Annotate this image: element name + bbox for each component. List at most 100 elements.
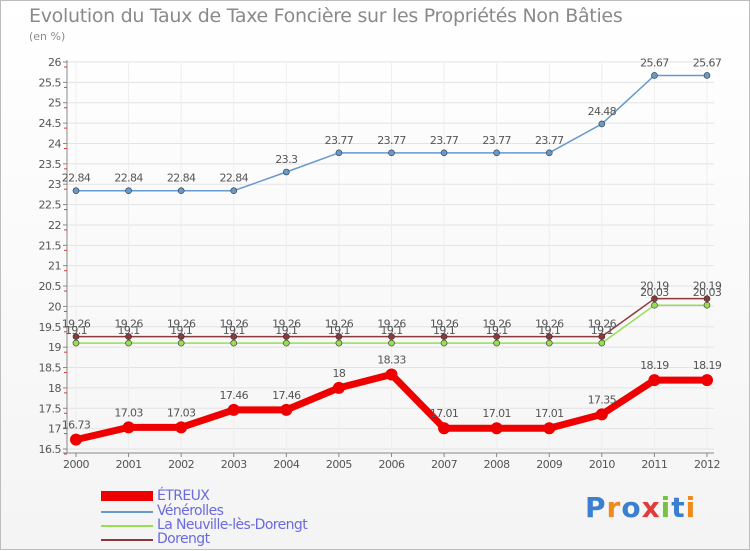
data-label-venerolles: 22.84 [62, 172, 91, 185]
legend-swatch-la-neuville [101, 525, 153, 527]
x-tick-label: 2008 [484, 458, 510, 471]
data-label-la-neuville-les-dorengt: 19.1 [538, 324, 560, 337]
data-point-etreux [385, 368, 398, 381]
data-point-la-neuville-les-dorengt [493, 339, 500, 347]
data-point-dorengt [72, 333, 80, 340]
data-point-la-neuville-les-dorengt [388, 339, 395, 347]
x-tick-label: 2010 [589, 458, 615, 471]
data-point-dorengt [388, 333, 395, 340]
legend-swatch-etreux [101, 491, 153, 501]
data-label-dorengt: 19.26 [62, 318, 91, 331]
y-tick-label: 21 [48, 260, 61, 273]
data-label-etreux: 17.01 [430, 407, 459, 420]
y-tick-label: 20.5 [39, 280, 62, 293]
y-tick-label: 22 [48, 219, 61, 232]
data-point-la-neuville-les-dorengt [440, 339, 448, 347]
data-label-la-neuville-les-dorengt: 19.1 [328, 324, 350, 337]
y-tick-label: 24.5 [39, 117, 62, 130]
data-point-venerolles [388, 149, 395, 157]
proxiti-logo: Proxiti [585, 491, 696, 524]
legend-label-venerolles: Vénérolles [157, 503, 224, 519]
x-tick-label: 2007 [431, 458, 457, 471]
data-point-venerolles [493, 149, 500, 157]
logo-letter: i [685, 491, 697, 524]
data-point-dorengt [703, 295, 711, 302]
legend-swatch-dorengt [101, 539, 153, 541]
data-label-dorengt: 19.26 [535, 318, 564, 331]
data-point-la-neuville-les-dorengt [72, 339, 80, 347]
data-point-la-neuville-les-dorengt [703, 301, 711, 309]
data-label-venerolles: 23.77 [482, 134, 511, 147]
data-label-dorengt: 19.26 [272, 318, 301, 331]
data-point-la-neuville-les-dorengt [598, 339, 606, 347]
y-tick-label: 16.5 [39, 443, 62, 456]
data-label-dorengt: 19.26 [430, 318, 459, 331]
data-point-etreux [70, 433, 82, 446]
data-point-etreux [438, 422, 451, 435]
data-label-la-neuville-les-dorengt: 19.1 [170, 324, 192, 337]
data-label-venerolles: 22.84 [114, 172, 143, 185]
data-point-venerolles [177, 187, 185, 195]
data-point-venerolles [598, 120, 606, 128]
data-label-venerolles: 25.67 [693, 56, 722, 69]
data-label-dorengt: 20.19 [693, 280, 722, 293]
data-label-venerolles: 23.77 [430, 134, 459, 147]
data-label-la-neuville-les-dorengt: 19.1 [433, 324, 455, 337]
data-point-venerolles [125, 187, 132, 195]
data-label-etreux: 17.01 [535, 407, 564, 420]
data-point-etreux [648, 374, 661, 387]
data-point-dorengt [283, 333, 290, 340]
data-label-venerolles: 25.67 [640, 56, 669, 69]
y-tick-label: 18.5 [39, 362, 62, 375]
y-tick-label: 17.5 [39, 402, 62, 415]
y-tick-label: 23.5 [39, 158, 62, 171]
data-point-dorengt [440, 333, 448, 340]
legend-label-etreux: ÉTREUX [157, 488, 210, 504]
data-point-la-neuville-les-dorengt [283, 339, 290, 347]
x-tick-label: 2004 [273, 458, 299, 471]
data-point-etreux [543, 422, 556, 435]
data-point-dorengt [177, 333, 185, 340]
data-label-etreux: 17.03 [114, 406, 143, 419]
data-point-etreux [701, 374, 713, 387]
data-point-la-neuville-les-dorengt [125, 339, 132, 347]
data-point-etreux [280, 403, 293, 416]
data-point-etreux [227, 403, 240, 416]
data-label-etreux: 18.19 [640, 359, 669, 372]
y-tick-label: 20 [48, 300, 61, 313]
data-label-la-neuville-les-dorengt: 19.1 [65, 324, 87, 337]
data-point-dorengt [335, 333, 343, 340]
x-tick-label: 2002 [168, 458, 194, 471]
data-label-venerolles: 23.3 [275, 153, 298, 166]
x-tick-label: 2011 [641, 458, 667, 471]
data-label-la-neuville-les-dorengt: 19.1 [486, 324, 508, 337]
y-axis-unit: (en %) [29, 30, 66, 43]
data-label-la-neuville-les-dorengt: 19.1 [275, 324, 297, 337]
data-label-venerolles: 22.84 [167, 172, 196, 185]
x-tick-label: 2006 [379, 458, 405, 471]
logo-letter: r [606, 491, 622, 524]
y-tick-label: 25 [48, 97, 61, 110]
data-label-venerolles: 23.77 [325, 134, 354, 147]
logo-letter: o [621, 491, 642, 524]
data-label-etreux: 16.73 [62, 419, 91, 432]
data-label-la-neuville-les-dorengt: 20.03 [693, 286, 722, 299]
data-label-dorengt: 19.26 [377, 318, 406, 331]
data-point-venerolles [651, 72, 658, 79]
data-point-venerolles [545, 149, 553, 157]
x-tick-label: 2009 [536, 458, 562, 471]
data-point-venerolles [230, 187, 238, 195]
y-tick-label: 25.5 [39, 76, 62, 89]
y-tick-label: 24 [48, 137, 61, 150]
data-point-venerolles [283, 168, 290, 176]
data-label-etreux: 17.01 [482, 407, 511, 420]
data-point-la-neuville-les-dorengt [545, 339, 553, 347]
data-label-dorengt: 19.26 [482, 318, 511, 331]
data-label-dorengt: 19.26 [220, 318, 249, 331]
data-point-dorengt [125, 333, 132, 340]
data-label-venerolles: 23.77 [535, 134, 564, 147]
data-point-dorengt [598, 333, 606, 340]
data-point-venerolles [335, 149, 343, 157]
data-point-etreux [490, 422, 503, 435]
